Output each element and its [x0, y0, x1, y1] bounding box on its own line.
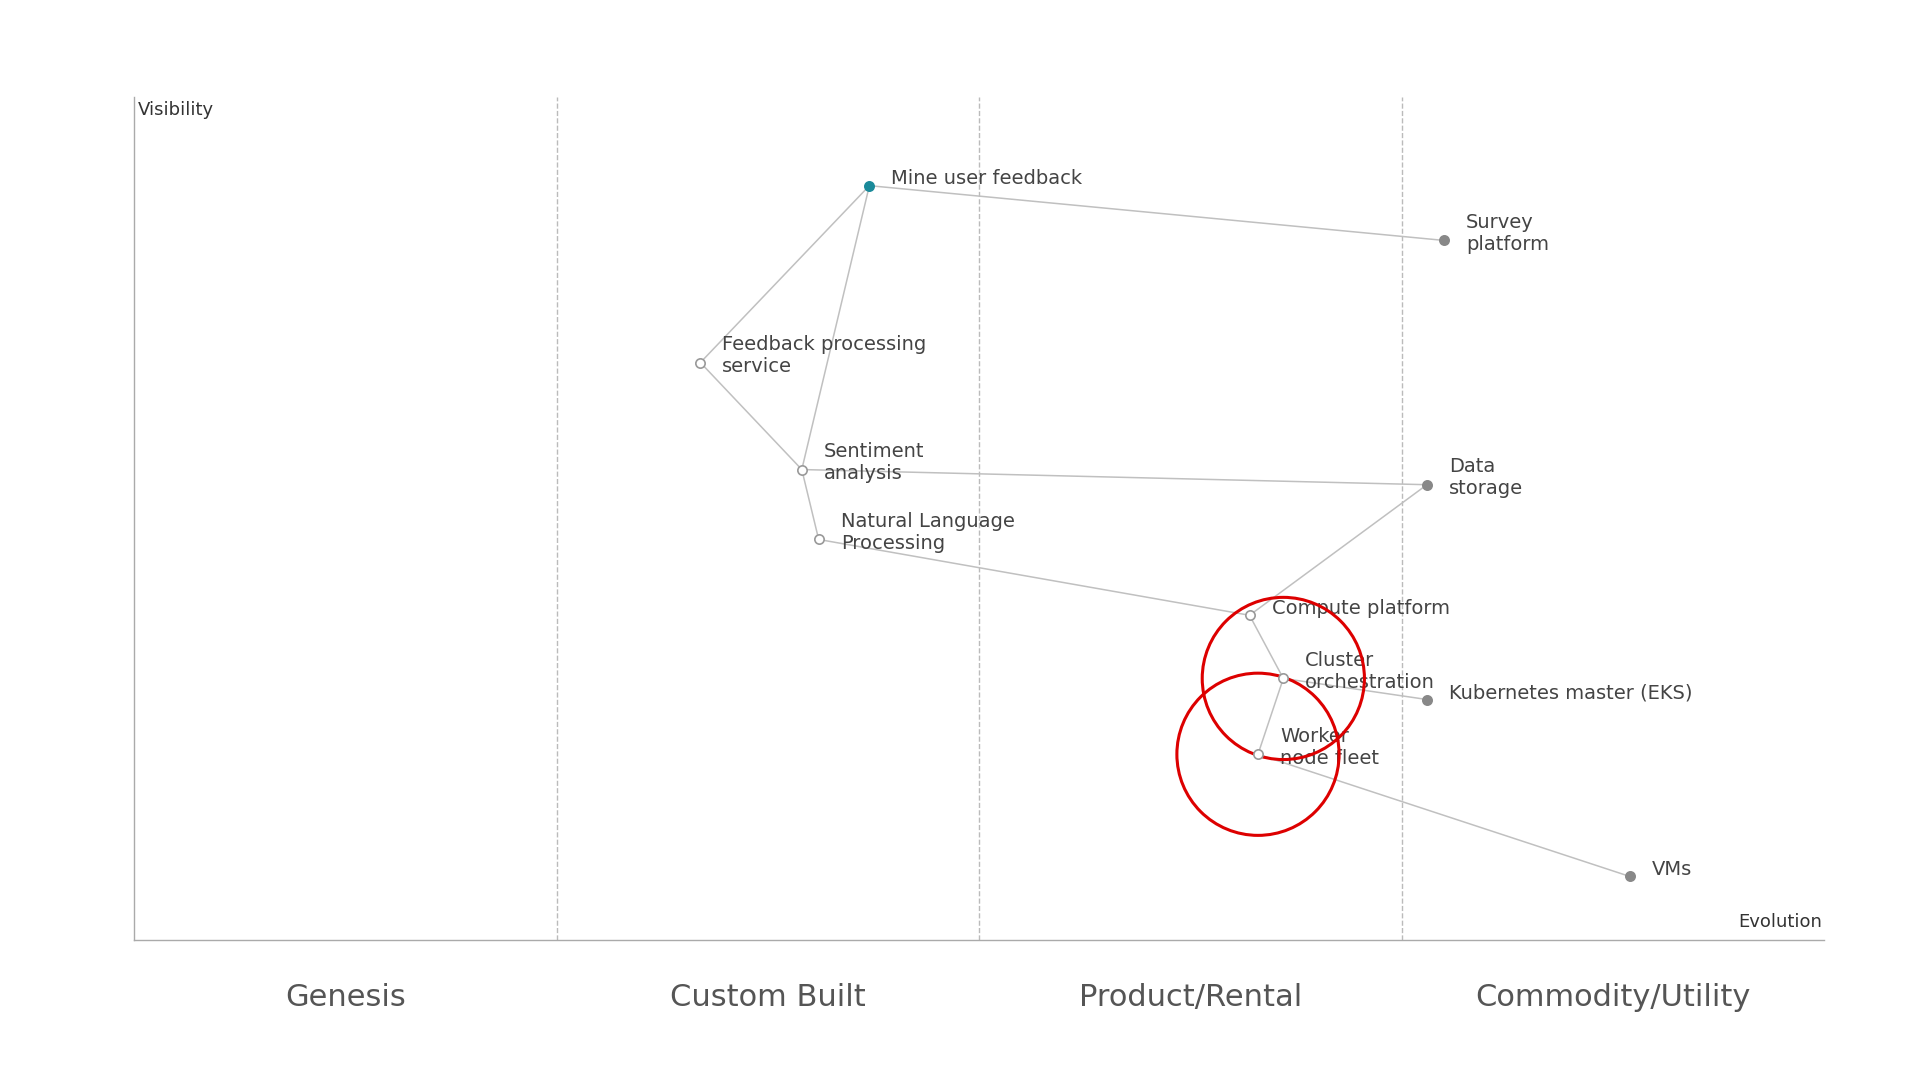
Point	[1235, 607, 1265, 624]
Point	[685, 354, 716, 372]
Text: Cluster
orchestration: Cluster orchestration	[1306, 651, 1434, 692]
Text: Natural Language
Processing: Natural Language Processing	[841, 512, 1014, 553]
Point	[1411, 691, 1442, 708]
Text: Data
storage: Data storage	[1450, 458, 1523, 499]
Text: VMs: VMs	[1651, 860, 1692, 879]
Text: Survey
platform: Survey platform	[1465, 213, 1549, 254]
Text: Visibility: Visibility	[138, 102, 213, 120]
Point	[1242, 745, 1273, 762]
Text: Worker
node fleet: Worker node fleet	[1281, 727, 1379, 768]
Point	[1411, 476, 1442, 494]
Text: Mine user feedback: Mine user feedback	[891, 170, 1083, 188]
Text: Sentiment
analysis: Sentiment analysis	[824, 443, 924, 484]
Point	[1615, 868, 1645, 886]
Point	[1428, 232, 1459, 249]
Text: Compute platform: Compute platform	[1271, 599, 1450, 618]
Point	[803, 530, 833, 548]
Point	[854, 177, 885, 194]
Point	[787, 461, 818, 478]
Text: Commodity/Utility: Commodity/Utility	[1475, 983, 1751, 1012]
Text: Evolution: Evolution	[1738, 914, 1822, 931]
Text: Feedback processing
service: Feedback processing service	[722, 335, 927, 376]
Text: Product/Rental: Product/Rental	[1079, 983, 1302, 1012]
Point	[1267, 670, 1298, 687]
Text: Kubernetes master (EKS): Kubernetes master (EKS)	[1450, 684, 1692, 702]
Text: Genesis: Genesis	[286, 983, 405, 1012]
Text: Custom Built: Custom Built	[670, 983, 866, 1012]
